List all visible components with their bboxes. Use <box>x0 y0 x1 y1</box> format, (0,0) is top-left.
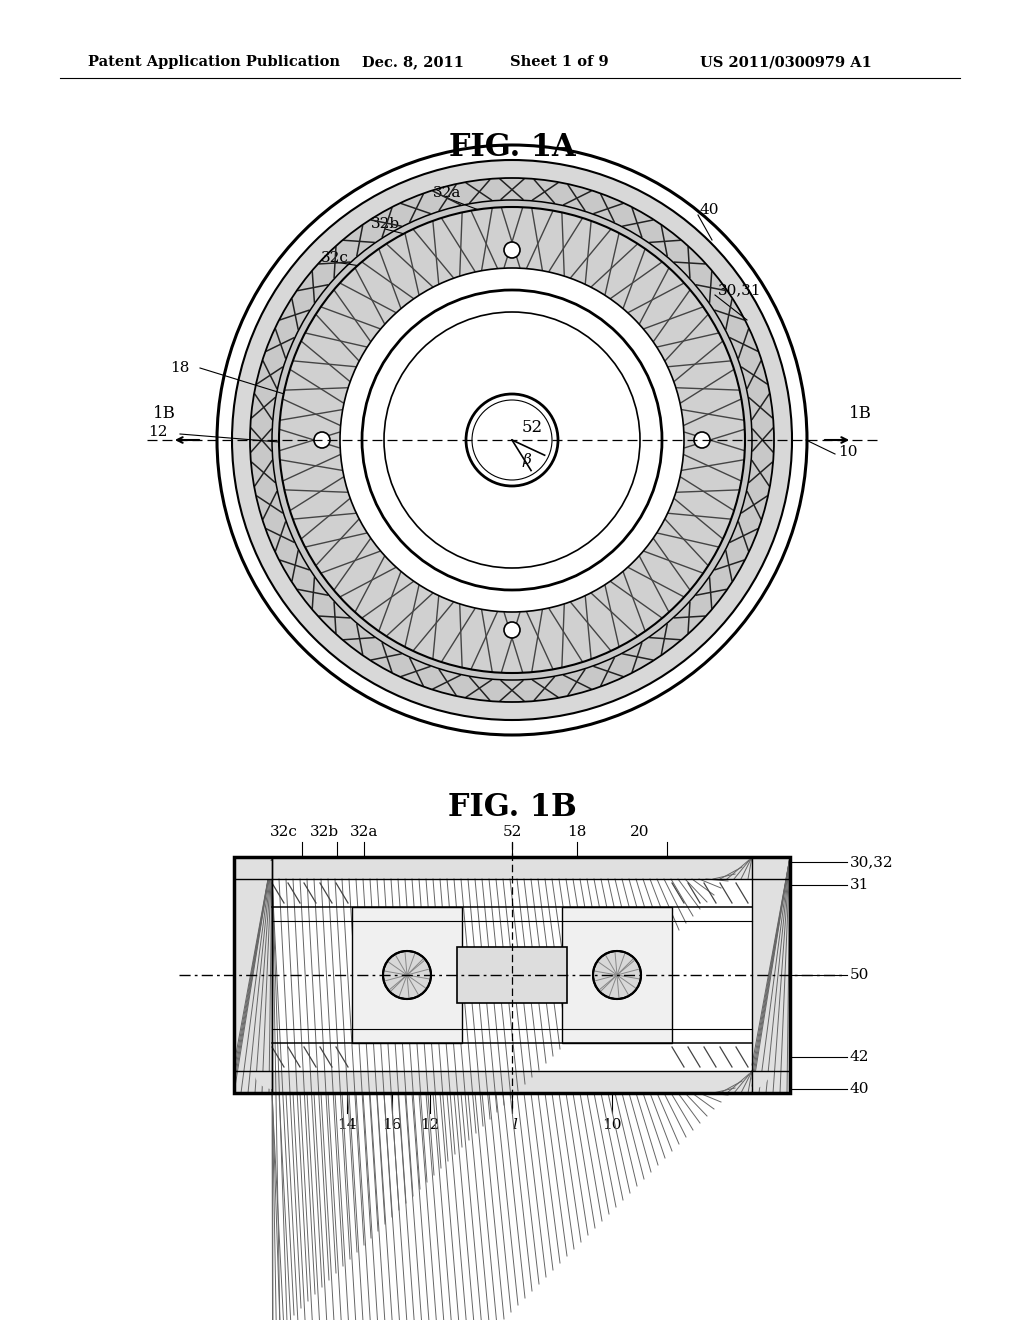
Bar <box>234 857 790 1093</box>
Bar <box>352 907 462 1043</box>
Text: 32c: 32c <box>322 251 349 265</box>
Text: 32c: 32c <box>270 825 298 840</box>
Text: 52: 52 <box>503 825 521 840</box>
Text: 30,32: 30,32 <box>850 855 894 869</box>
Bar <box>272 1071 752 1093</box>
Circle shape <box>250 178 774 702</box>
Circle shape <box>694 432 710 447</box>
Text: 32b: 32b <box>309 825 339 840</box>
Text: 18: 18 <box>567 825 587 840</box>
Text: 52: 52 <box>522 420 543 437</box>
Wedge shape <box>752 1071 770 1089</box>
Circle shape <box>279 207 745 673</box>
Bar <box>234 857 272 1093</box>
Circle shape <box>340 268 684 612</box>
Text: 42: 42 <box>850 1049 869 1064</box>
Circle shape <box>383 950 431 999</box>
Text: Sheet 1 of 9: Sheet 1 of 9 <box>510 55 608 69</box>
Text: 10: 10 <box>602 1118 622 1133</box>
Text: 20: 20 <box>630 825 650 840</box>
Text: 1B: 1B <box>153 405 175 422</box>
Circle shape <box>362 290 662 590</box>
Text: 30,31: 30,31 <box>718 282 762 297</box>
Text: 32a: 32a <box>433 186 461 201</box>
Text: 12: 12 <box>148 425 168 440</box>
Text: 40: 40 <box>850 1082 869 1096</box>
Text: 12: 12 <box>420 1118 439 1133</box>
Text: 50: 50 <box>850 968 869 982</box>
Circle shape <box>217 145 807 735</box>
Circle shape <box>314 432 330 447</box>
Text: 32a: 32a <box>350 825 378 840</box>
Text: 32b: 32b <box>371 216 399 231</box>
Circle shape <box>593 950 641 999</box>
Circle shape <box>466 393 558 486</box>
Text: 31: 31 <box>850 878 869 892</box>
Text: β: β <box>522 453 530 467</box>
Circle shape <box>250 178 774 702</box>
Bar <box>457 946 567 1003</box>
Circle shape <box>272 201 752 680</box>
Text: FIG. 1A: FIG. 1A <box>449 132 575 164</box>
Bar <box>752 857 790 1093</box>
Wedge shape <box>254 861 272 879</box>
Bar <box>562 907 672 1043</box>
Wedge shape <box>254 1071 272 1089</box>
Text: FIG. 1B: FIG. 1B <box>447 792 577 824</box>
Circle shape <box>504 242 520 257</box>
Bar <box>234 857 790 1093</box>
Text: 10: 10 <box>838 445 857 459</box>
Text: US 2011/0300979 A1: US 2011/0300979 A1 <box>700 55 871 69</box>
Text: Patent Application Publication: Patent Application Publication <box>88 55 340 69</box>
Bar <box>272 857 752 879</box>
Text: Dec. 8, 2011: Dec. 8, 2011 <box>362 55 464 69</box>
Text: 14: 14 <box>337 1118 356 1133</box>
Text: l: l <box>513 1118 517 1133</box>
Text: 16: 16 <box>382 1118 401 1133</box>
Wedge shape <box>752 861 770 879</box>
Circle shape <box>232 160 792 719</box>
Text: 1B: 1B <box>849 405 871 422</box>
Text: 18: 18 <box>170 360 189 375</box>
Text: 40: 40 <box>700 203 720 216</box>
Circle shape <box>504 622 520 638</box>
Text: 20: 20 <box>700 359 720 374</box>
Circle shape <box>384 312 640 568</box>
